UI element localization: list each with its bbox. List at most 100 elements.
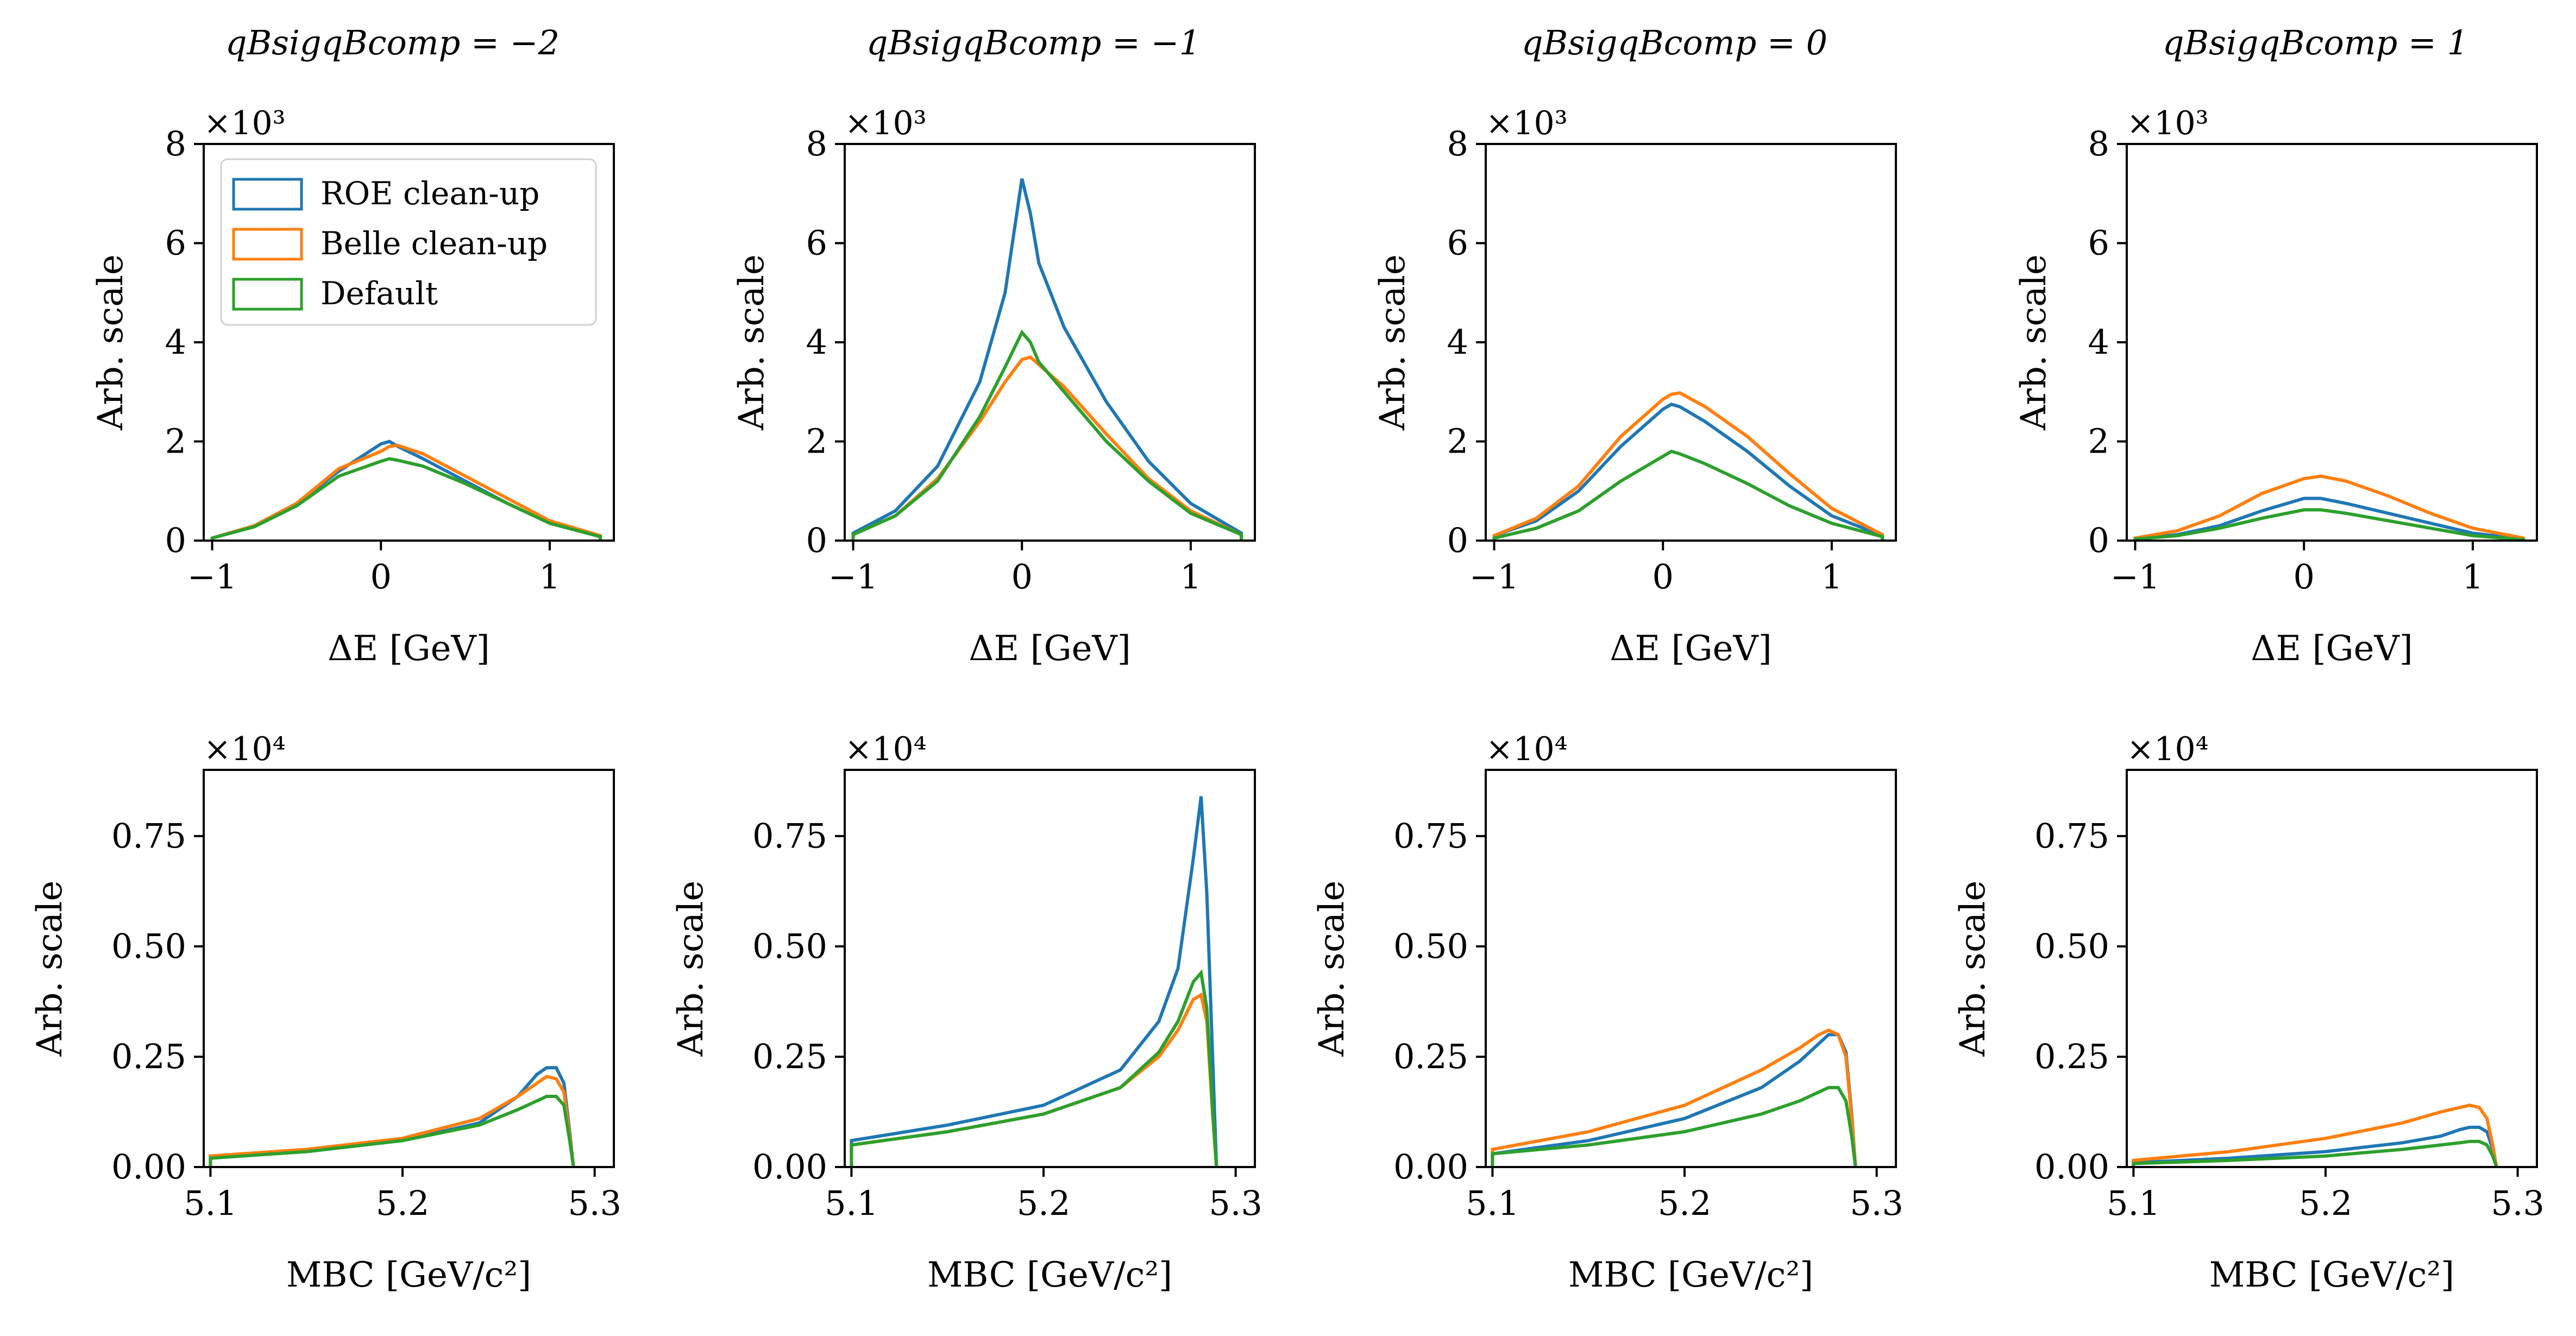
- x-tick-label: −1: [1469, 557, 1519, 597]
- y-tick-label: 4: [806, 322, 827, 362]
- x-tick-label: 5.2: [1658, 1183, 1712, 1223]
- plot-frame: [844, 143, 1256, 542]
- axis-multiplier: ×10⁴: [2127, 730, 2209, 768]
- y-tick-label: 0: [1447, 520, 1468, 560]
- series-default: [1492, 449, 1884, 541]
- series-belle: [2133, 474, 2525, 541]
- x-tick-label: 5.3: [1850, 1183, 1903, 1223]
- y-axis-label: Arb. scale: [1373, 254, 1413, 431]
- panel-mbc-qq-0: ×10⁴ 5.1 5.2 5.3 0.00 0.25 0.50 0.75 MBC [GeV/c²…: [1312, 730, 1903, 1295]
- y-tick-label: 2: [165, 422, 186, 461]
- y-tick-label: 0.00: [2034, 1147, 2109, 1187]
- legend-label-roe: ROE clean-up: [321, 175, 539, 212]
- y-tick-label: 2: [806, 422, 827, 461]
- legend: ROE clean-up Belle clean-up Default: [220, 158, 597, 326]
- series-default: [1491, 1086, 1857, 1168]
- y-axis-label: Arb. scale: [2014, 254, 2054, 431]
- y-tick-label: 8: [165, 124, 186, 164]
- y-tick-label: 0.50: [111, 926, 186, 966]
- series-roe: [210, 440, 602, 541]
- x-tick-label: −1: [2110, 557, 2160, 597]
- legend-box: [220, 158, 597, 326]
- series-default: [850, 969, 1218, 1168]
- y-tick-label: 2: [1447, 422, 1468, 461]
- x-tick-label: 5.2: [1017, 1183, 1071, 1223]
- y-tick-label: 0.25: [752, 1037, 827, 1076]
- legend-swatch-belle: [232, 228, 303, 261]
- series-default: [210, 457, 602, 541]
- legend-swatch-default: [232, 278, 303, 311]
- x-tick-label: 5.3: [1209, 1183, 1262, 1223]
- y-tick-label: 4: [165, 322, 186, 362]
- x-tick-label: 5.1: [1466, 1183, 1519, 1223]
- y-tick-label: 0.00: [752, 1147, 827, 1187]
- x-tick-label: −1: [828, 557, 878, 597]
- y-tick-label: 0.25: [2034, 1037, 2109, 1076]
- x-tick-label: 5.2: [376, 1183, 430, 1223]
- x-tick-label: 1: [1821, 557, 1842, 597]
- x-tick-label: 5.1: [825, 1183, 878, 1223]
- y-tick-label: 0: [165, 520, 186, 560]
- plot-frame: [2126, 769, 2538, 1168]
- y-axis-label: Arb. scale: [671, 881, 711, 1057]
- x-axis-label: MBC [GeV/c²]: [1568, 1255, 1813, 1295]
- series-default: [209, 1095, 575, 1168]
- y-tick-label: 6: [1447, 223, 1468, 263]
- y-axis-label: Arb. scale: [732, 254, 772, 431]
- series-default: [851, 329, 1243, 541]
- y-tick-label: 8: [806, 124, 827, 164]
- column-title: qBsigqBcomp = −2: [225, 23, 560, 62]
- x-axis-label: MBC [GeV/c²]: [927, 1255, 1172, 1295]
- y-tick-label: 2: [2088, 422, 2109, 461]
- x-axis-label: ΔE [GeV]: [1610, 629, 1771, 669]
- series-roe: [851, 178, 1243, 541]
- panel-mbc-qq-m1: ×10⁴ 5.1 5.2 5.3 0.00 0.25 0.50 0.75 MBC [GeV/c²…: [671, 730, 1262, 1295]
- x-axis-label: ΔE [GeV]: [2251, 629, 2412, 669]
- y-tick-label: 0.25: [1393, 1037, 1468, 1076]
- y-axis-label: Arb. scale: [1953, 881, 1993, 1057]
- y-tick-label: 0.00: [1393, 1147, 1468, 1187]
- panel-mbc-qq-m2: ×10⁴ 5.1 5.2 5.3 0.00 0.25 0.50 0.75 MBC [GeV/c²…: [30, 730, 621, 1295]
- axis-multiplier: ×10³: [845, 104, 927, 142]
- axis-multiplier: ×10³: [204, 104, 286, 142]
- x-tick-label: 0: [370, 557, 392, 597]
- x-tick-label: 5.3: [568, 1183, 621, 1223]
- y-tick-label: 4: [1447, 322, 1468, 362]
- x-tick-label: 1: [1180, 557, 1201, 597]
- x-axis-label: ΔE [GeV]: [969, 629, 1130, 669]
- y-tick-label: 0.50: [1393, 926, 1468, 966]
- y-tick-label: 0.00: [111, 1147, 186, 1187]
- plot-frame: [844, 769, 1256, 1168]
- x-tick-label: 0: [2294, 557, 2315, 597]
- y-tick-label: 6: [2088, 223, 2109, 263]
- series-belle: [1492, 391, 1884, 541]
- x-tick-label: −1: [187, 557, 237, 597]
- y-tick-label: 0.75: [111, 816, 186, 856]
- axis-multiplier: ×10⁴: [845, 730, 927, 768]
- y-tick-label: 0.75: [1393, 816, 1468, 856]
- y-axis-label: Arb. scale: [30, 881, 70, 1057]
- axis-multiplier: ×10³: [2127, 104, 2209, 142]
- plot-frame: [203, 769, 615, 1168]
- x-axis-label: MBC [GeV/c²]: [2209, 1255, 2454, 1295]
- axis-multiplier: ×10⁴: [1486, 730, 1568, 768]
- plot-frame: [2126, 143, 2538, 542]
- plot-frame: [1485, 143, 1897, 542]
- series-belle: [1491, 1028, 1857, 1168]
- y-tick-label: 0.75: [752, 816, 827, 856]
- axis-multiplier: ×10³: [1486, 104, 1568, 142]
- column-title: qBsigqBcomp = 0: [1522, 23, 1827, 62]
- y-tick-label: 0: [2088, 520, 2109, 560]
- y-axis-label: Arb. scale: [91, 254, 131, 431]
- plot-frame: [1485, 769, 1897, 1168]
- series-belle: [851, 355, 1243, 541]
- y-tick-label: 4: [2088, 322, 2109, 362]
- x-axis-label: MBC [GeV/c²]: [286, 1255, 531, 1295]
- series-roe: [2132, 1125, 2498, 1168]
- legend-label-belle: Belle clean-up: [321, 225, 548, 262]
- series-default: [2133, 508, 2525, 542]
- series-belle: [210, 443, 602, 541]
